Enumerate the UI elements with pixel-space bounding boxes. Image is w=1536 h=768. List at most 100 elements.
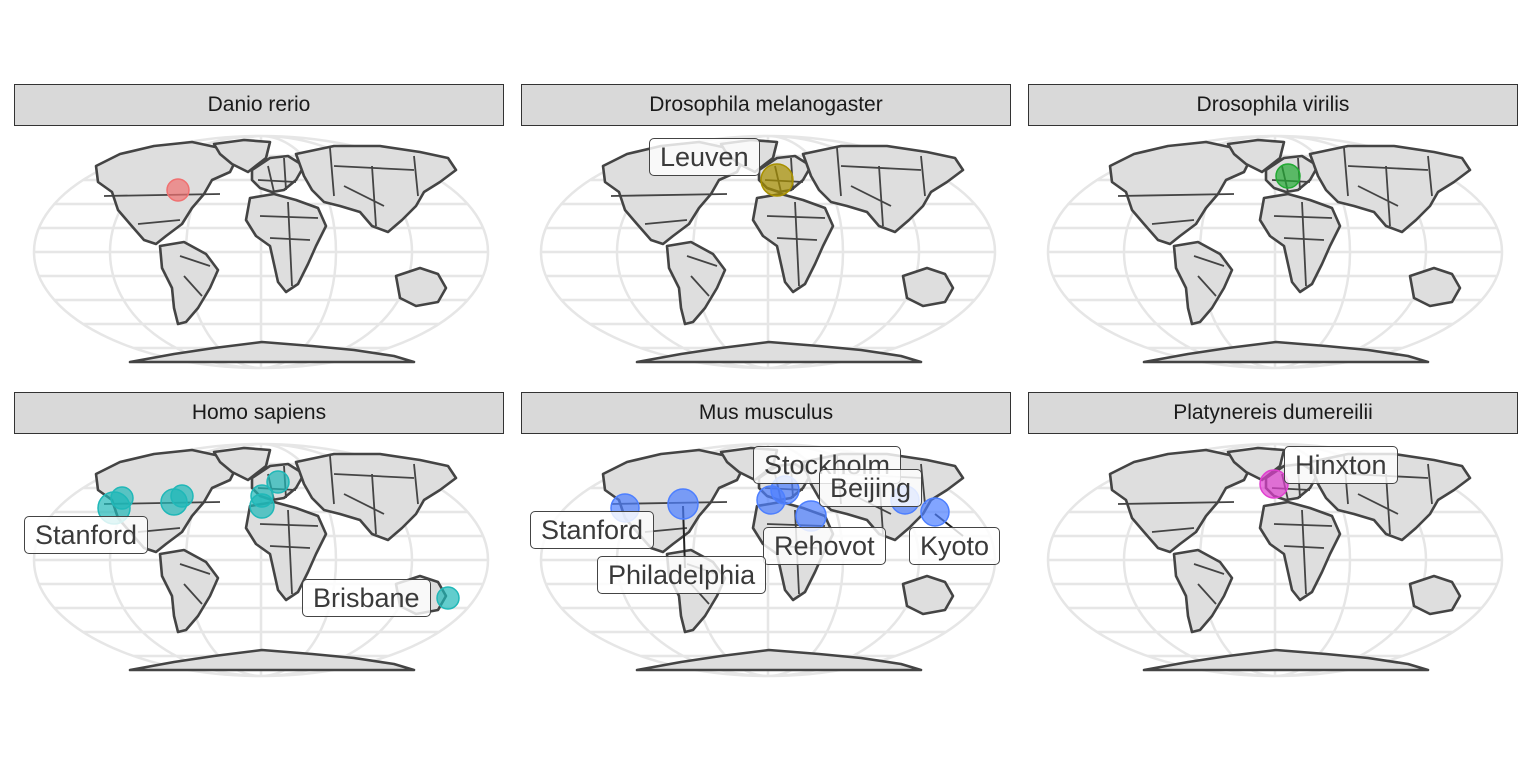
facet-title: Drosophila virilis [1196,93,1350,116]
location-marker [170,484,194,508]
country-border [371,165,377,227]
country-border [1343,147,1349,197]
landmass [1142,648,1430,672]
landmass [128,648,416,672]
landmass [244,192,328,294]
landmass [901,574,955,616]
facet-title: Danio rerio [207,93,311,116]
location-marker [760,163,794,197]
country-border [343,185,385,207]
country-border [1151,527,1195,533]
landmass [751,192,835,294]
country-border [329,455,335,505]
location-label: Stanford [24,516,149,554]
location-marker [110,486,134,510]
location-marker [166,178,190,202]
country-border [1301,509,1307,595]
world-map [32,442,490,678]
location-marker [249,493,275,519]
country-border [644,219,688,225]
country-border [850,185,892,207]
facet-strip: Mus musculus [521,392,1011,434]
landmass [665,240,727,326]
country-border [179,255,211,267]
landmass [1172,240,1234,326]
country-border [1427,463,1433,505]
landmass [1258,192,1342,294]
landmass [158,240,220,326]
country-border [413,463,419,505]
country-border [794,201,800,287]
landmass [1142,340,1430,364]
world-map [539,134,997,370]
location-marker [1275,163,1301,189]
country-border [137,219,181,225]
country-border [183,583,203,605]
facet-strip: Homo sapiens [14,392,504,434]
country-border [267,165,275,193]
landmass [1108,140,1254,246]
landmass [1408,266,1462,308]
country-border [1385,165,1391,227]
landmass [901,266,955,308]
country-border [1151,219,1195,225]
facet-title: Homo sapiens [191,401,327,424]
landmass [1258,500,1342,602]
country-border [333,473,415,479]
location-label: Philadelphia [597,556,767,594]
facet-title: Drosophila melanogaster [649,93,883,116]
facet-strip: Platynereis dumereilii [1028,392,1518,434]
landmass [394,266,448,308]
location-marker [667,488,699,520]
country-border [1197,275,1217,297]
country-border [179,563,211,575]
country-border [343,493,385,515]
landmass [250,154,306,194]
country-border [103,193,221,197]
location-label: Hinxton [1284,446,1398,484]
country-border [287,509,293,595]
country-border [1357,493,1399,515]
country-border [333,165,415,171]
landmass [212,446,272,482]
landmass [1408,574,1462,616]
country-border [1193,255,1225,267]
landmass [1108,448,1254,554]
country-border [329,147,335,197]
country-border [1385,473,1391,535]
country-border [413,155,419,197]
country-border [257,179,297,183]
country-border [878,165,884,227]
world-map [1046,134,1504,370]
location-marker [266,470,290,494]
landmass [212,138,272,174]
location-label: Leuven [649,138,760,176]
landmass [1226,138,1286,174]
landmass [1172,548,1234,634]
location-marker [920,497,950,527]
country-border [283,157,287,191]
country-border [920,155,926,197]
country-border [371,473,377,535]
location-label: Brisbane [302,579,431,617]
location-marker [436,586,460,610]
landmass [128,340,416,364]
country-border [920,463,926,505]
country-border [1117,501,1235,505]
location-label: Kyoto [909,527,1001,565]
country-border [836,147,842,197]
world-map [1046,442,1504,678]
country-border [610,193,728,197]
world-map [32,134,490,370]
facet-strip: Drosophila virilis [1028,84,1518,126]
country-border [686,255,718,267]
country-border [1357,185,1399,207]
facet-strip: Danio rerio [14,84,504,126]
location-marker [1259,469,1289,499]
landmass [158,548,220,634]
country-border [1347,165,1429,171]
country-border [1301,201,1307,287]
country-border [183,275,203,297]
country-border [287,201,293,287]
location-label: Rehovot [763,527,886,565]
